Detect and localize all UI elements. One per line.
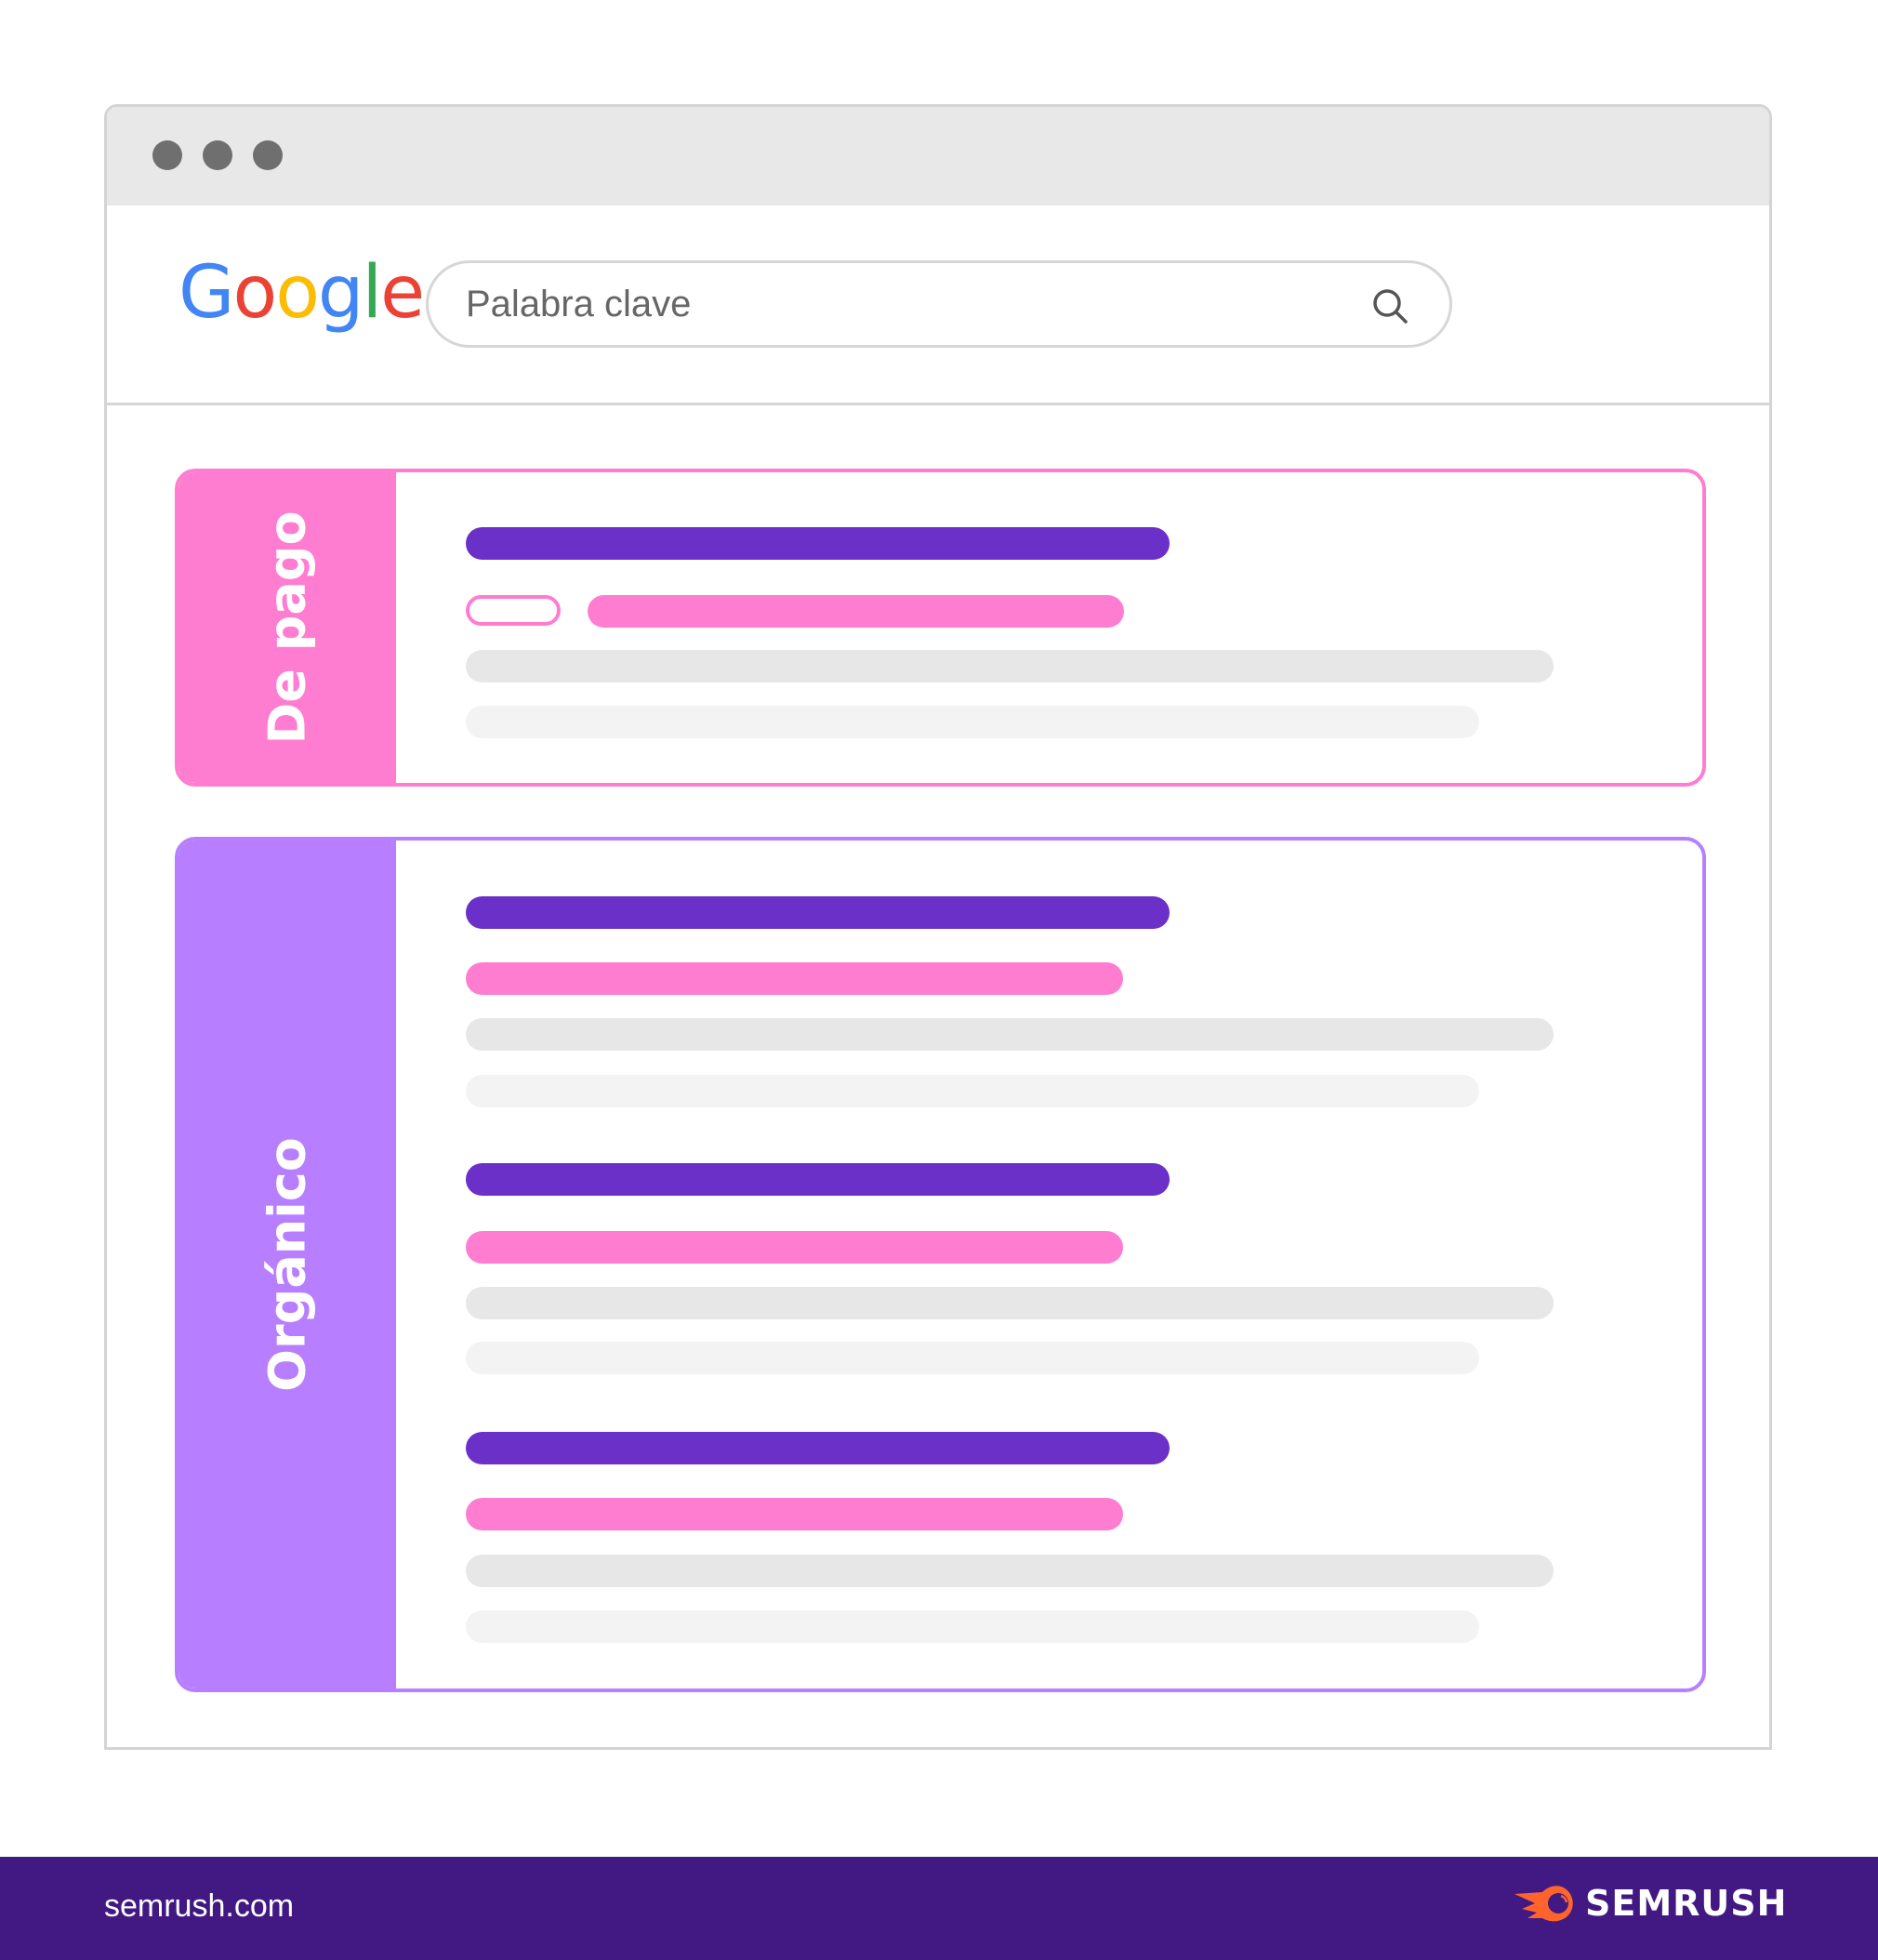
google-logo: Google (179, 251, 425, 335)
ad-url-placeholder[interactable] (588, 595, 1124, 628)
search-icon[interactable] (1371, 287, 1408, 324)
organic-label-column: Orgánico (179, 841, 396, 1689)
paid-label: De pago (258, 510, 317, 745)
result-title-placeholder[interactable] (466, 896, 1170, 929)
result-description-line (466, 1555, 1554, 1587)
organic-results-section: Orgánico (175, 837, 1706, 1692)
window-dot[interactable] (203, 140, 232, 170)
ad-badge-placeholder (466, 595, 561, 626)
result-description-line (466, 1018, 1554, 1051)
ad-description-line (466, 706, 1479, 738)
paid-results-section: De pago (175, 469, 1706, 787)
result-description-line (466, 1075, 1479, 1107)
semrush-logo: SEMRUSH (1514, 1883, 1787, 1924)
header-divider (107, 403, 1769, 405)
result-description-line (466, 1342, 1479, 1374)
result-description-line (466, 1610, 1479, 1643)
window-dot[interactable] (152, 140, 182, 170)
ad-title-placeholder[interactable] (466, 527, 1170, 560)
search-input[interactable]: Palabra clave (426, 260, 1452, 348)
result-title-placeholder[interactable] (466, 1432, 1170, 1464)
result-url-placeholder[interactable] (466, 1231, 1123, 1264)
footer-url[interactable]: semrush.com (104, 1888, 295, 1924)
result-url-placeholder[interactable] (466, 1498, 1123, 1530)
search-value: Palabra clave (466, 284, 692, 324)
semrush-fireball-icon (1514, 1886, 1573, 1922)
result-title-placeholder[interactable] (466, 1163, 1170, 1196)
result-url-placeholder[interactable] (466, 962, 1123, 995)
window-dot[interactable] (253, 140, 283, 170)
paid-label-column: De pago (179, 472, 396, 783)
organic-label: Orgánico (258, 1137, 317, 1392)
ad-description-line (466, 650, 1554, 682)
semrush-wordmark: SEMRUSH (1585, 1883, 1788, 1924)
result-description-line (466, 1287, 1554, 1319)
title-bar (107, 107, 1769, 205)
footer: semrush.com SEMRUSH (0, 1857, 1878, 1960)
